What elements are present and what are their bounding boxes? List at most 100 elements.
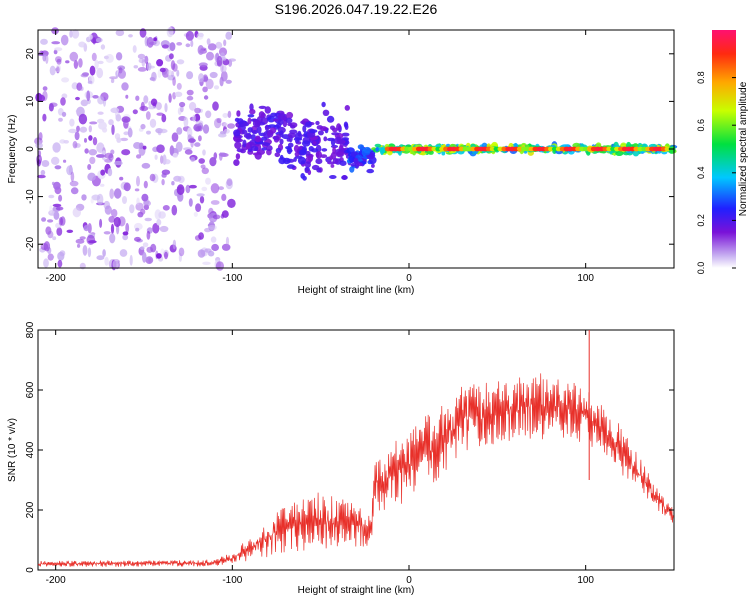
- tone-blob: [262, 142, 271, 146]
- tone-blob: [302, 125, 307, 133]
- noise-blob: [54, 47, 63, 52]
- noise-blob: [164, 102, 168, 113]
- noise-blob: [48, 210, 56, 216]
- tone-blob: [276, 122, 282, 129]
- tone-blob: [251, 130, 258, 135]
- noise-blob: [96, 142, 105, 153]
- tone-blob: [279, 154, 284, 160]
- noise-blob: [123, 182, 131, 192]
- noise-blob: [104, 256, 109, 266]
- noise-blob: [60, 97, 66, 106]
- tone-blob: [308, 146, 314, 152]
- noise-blob: [116, 137, 122, 143]
- snr-x-ticks: -200 -100 0 100: [46, 330, 594, 586]
- noise-blob: [109, 188, 114, 200]
- noise-blob: [51, 41, 61, 45]
- noise-blob: [188, 101, 197, 111]
- noise-blob: [225, 31, 232, 40]
- noise-blob: [66, 165, 73, 176]
- noise-blob: [111, 124, 115, 136]
- noise-blob: [48, 103, 54, 112]
- tone-blob: [335, 151, 344, 156]
- noise-blob: [141, 58, 145, 67]
- noise-blob: [88, 125, 93, 133]
- tone-blob: [332, 127, 338, 133]
- tone-blob: [326, 115, 335, 123]
- noise-blob: [152, 223, 160, 234]
- tick-label: -20: [25, 237, 36, 252]
- noise-blob: [110, 107, 120, 114]
- noise-blob: [109, 76, 118, 80]
- noise-blob: [198, 73, 205, 83]
- noise-blob: [148, 101, 152, 107]
- noise-blob: [178, 247, 185, 257]
- noise-blob: [71, 29, 80, 39]
- tone-blob: [374, 143, 382, 148]
- noise-blob: [72, 141, 78, 149]
- snr-series-line: [37, 373, 674, 567]
- noise-blob: [142, 145, 147, 150]
- noise-blob: [156, 59, 164, 67]
- noise-blob: [188, 198, 193, 207]
- tone-blob: [341, 175, 348, 180]
- noise-blob: [75, 96, 80, 101]
- noise-blob: [79, 86, 84, 91]
- noise-blob: [157, 69, 162, 79]
- noise-blob: [140, 123, 146, 130]
- tone-blob: [236, 110, 241, 117]
- noise-blob: [183, 116, 189, 128]
- noise-blob: [186, 71, 194, 80]
- noise-blob: [55, 64, 61, 73]
- noise-blob: [198, 32, 204, 38]
- noise-blob: [155, 102, 162, 111]
- tone-blob: [304, 161, 311, 168]
- noise-blob: [92, 137, 98, 146]
- noise-blob: [96, 67, 104, 79]
- noise-blob: [171, 132, 179, 142]
- tone-blob: [237, 118, 244, 125]
- tone-blob: [286, 164, 296, 169]
- tone-blob: [316, 167, 322, 173]
- tone-blob: [415, 144, 422, 148]
- noise-blob: [145, 111, 151, 120]
- tone-blob: [265, 145, 273, 152]
- noise-blob: [195, 120, 204, 126]
- noise-blob: [65, 60, 70, 64]
- noise-blob: [72, 207, 82, 218]
- tone-blob: [322, 109, 330, 117]
- noise-blob: [197, 249, 206, 258]
- noise-blob: [89, 65, 96, 76]
- noise-blob: [113, 160, 123, 166]
- noise-blob: [225, 79, 232, 84]
- tone-blob: [258, 105, 267, 109]
- noise-blob: [115, 114, 122, 122]
- colorbar-label: Normalized spectral amplitude: [738, 81, 749, 216]
- noise-blob: [210, 200, 220, 205]
- noise-blob: [139, 105, 149, 112]
- noise-blob: [66, 229, 74, 233]
- noise-blob: [193, 123, 202, 132]
- noise-blob: [100, 44, 106, 50]
- noise-blob: [88, 34, 93, 40]
- noise-blob: [186, 95, 194, 101]
- noise-blob: [89, 156, 96, 165]
- noise-blob: [74, 131, 80, 141]
- tone-blob: [254, 147, 258, 151]
- noise-blob: [193, 211, 198, 217]
- tick-label: 600: [25, 381, 36, 398]
- noise-blob: [142, 242, 149, 248]
- noise-blob: [127, 127, 133, 138]
- noise-blob: [86, 90, 91, 102]
- noise-blob: [125, 94, 129, 99]
- tick-label: -200: [46, 273, 66, 284]
- tone-blob: [285, 117, 293, 124]
- noise-blob: [159, 128, 168, 134]
- tone-blob: [303, 131, 309, 138]
- noise-blob: [119, 249, 128, 257]
- noise-blob: [122, 196, 127, 204]
- noise-blob: [125, 222, 130, 233]
- noise-blob: [110, 78, 115, 84]
- noise-blob: [147, 105, 157, 110]
- noise-blob: [75, 108, 84, 114]
- noise-blob: [164, 251, 168, 260]
